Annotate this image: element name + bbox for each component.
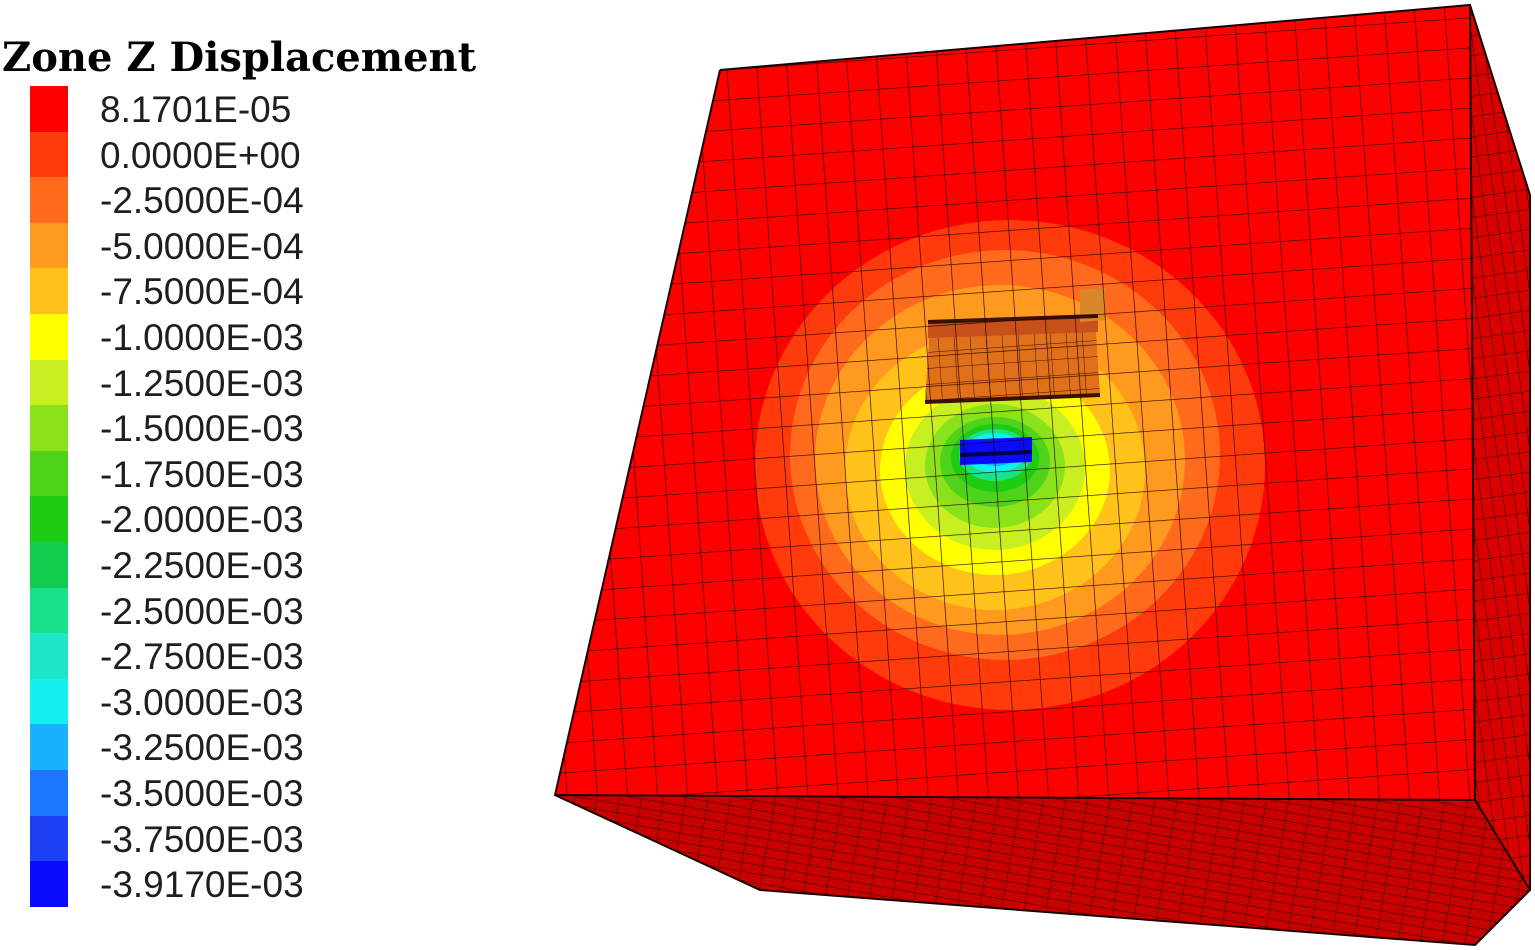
legend-label: -2.0000E-03 — [100, 499, 304, 541]
legend-label: -2.5000E-04 — [100, 180, 304, 222]
legend-label: -7.5000E-04 — [100, 271, 304, 313]
legend-label: -3.9170E-03 — [100, 864, 304, 906]
legend-swatch — [30, 405, 68, 451]
legend-swatch — [30, 496, 68, 542]
legend-color-bar — [30, 86, 68, 907]
legend-swatch — [30, 541, 68, 588]
displacement-contours — [555, 5, 1475, 800]
legend-label: -5.0000E-04 — [100, 225, 304, 267]
legend-labels: 8.1701E-05 0.0000E+00 -2.5000E-04 -5.0000E-… — [100, 87, 304, 908]
legend-label: -1.0000E-03 — [100, 316, 304, 358]
legend-swatch — [30, 450, 68, 497]
legend-swatch — [30, 359, 68, 406]
legend-swatch — [30, 724, 68, 770]
legend-swatch — [30, 177, 68, 223]
legend-swatch — [30, 587, 68, 634]
legend-label: -2.5000E-03 — [100, 590, 304, 632]
legend-label: -3.5000E-03 — [100, 772, 304, 814]
legend-label: -1.2500E-03 — [100, 362, 304, 404]
legend-label: -3.2500E-03 — [100, 727, 304, 769]
legend-label: 8.1701E-05 — [100, 89, 292, 130]
legend-swatch — [30, 633, 68, 679]
legend-title: Zone Z Displacement — [2, 34, 477, 81]
legend-label: -3.0000E-03 — [100, 681, 304, 723]
legend-swatch — [30, 678, 68, 725]
legend-swatch — [30, 86, 68, 132]
legend-label: -2.7500E-03 — [100, 636, 304, 678]
legend-swatch — [30, 769, 68, 816]
legend-label: -1.5000E-03 — [100, 408, 304, 450]
legend-label: -1.7500E-03 — [100, 453, 304, 495]
legend-swatch — [30, 222, 68, 269]
legend-swatch — [30, 815, 68, 862]
legend-swatch — [30, 268, 68, 314]
legend-label: 0.0000E+00 — [100, 134, 301, 176]
legend-swatch — [30, 131, 68, 178]
legend-label: -2.2500E-03 — [100, 544, 304, 586]
legend-label: -3.7500E-03 — [100, 818, 304, 860]
legend-swatch — [30, 313, 68, 360]
legend-swatch — [30, 861, 68, 907]
